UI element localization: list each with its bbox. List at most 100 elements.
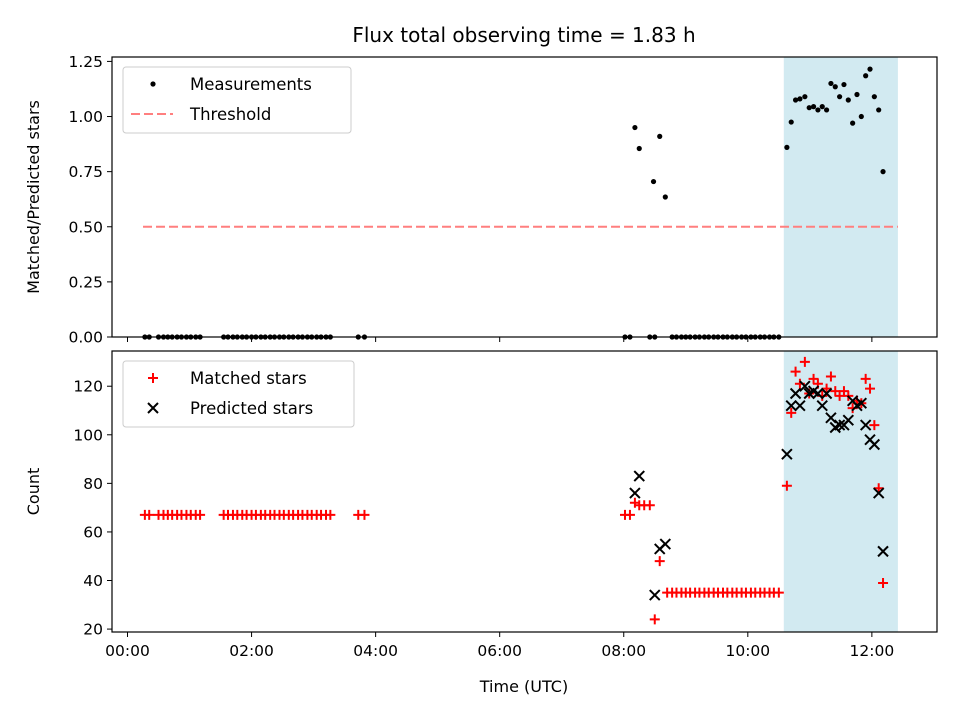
data-point [834, 390, 845, 401]
data-point [868, 438, 881, 451]
y-tick-label: 20 [83, 621, 103, 639]
y-tick-label: 100 [73, 426, 103, 444]
data-point [649, 614, 660, 625]
data-point [867, 66, 873, 72]
y-tick-label: 80 [83, 475, 103, 493]
data-point [863, 73, 869, 79]
y-tick-label: 0.00 [68, 329, 103, 347]
data-point [633, 470, 645, 482]
legend-label: Threshold [189, 105, 271, 124]
data-point [858, 113, 864, 120]
data-point [833, 419, 846, 431]
y-tick-label: 40 [83, 572, 103, 590]
data-point [821, 383, 832, 394]
data-point [784, 144, 790, 150]
data-point [788, 119, 794, 125]
data-point [855, 397, 868, 409]
data-point [808, 373, 819, 384]
data-point [872, 487, 885, 499]
data-point [794, 399, 806, 412]
data-point [636, 145, 642, 152]
y-tick-label: 120 [73, 378, 103, 396]
legend: Matched stars Predicted stars [122, 360, 355, 428]
top-panel: 0.00 0.25 0.50 0.75 1.00 1.25 Matched/Predicte… [24, 53, 938, 347]
data-point [792, 97, 799, 103]
y-axis-label: Count [24, 468, 43, 516]
data-point [854, 91, 860, 98]
data-point [195, 509, 206, 520]
x-axis-label: Time (UTC) [479, 677, 568, 696]
data-point [816, 399, 828, 412]
x-tick-label: 02:00 [229, 642, 274, 660]
data-point [812, 387, 824, 400]
legend-box [122, 360, 355, 428]
data-point [859, 419, 872, 431]
data-point [644, 500, 655, 511]
y-tick-label: 0.75 [68, 163, 103, 181]
legend-marker [150, 81, 156, 87]
x-tick-label: 06:00 [477, 642, 522, 660]
plot-frame [111, 350, 938, 633]
bottom-panel: 00:00 02:00 04:00 06:00 08:00 10:00 12:00 20 40 6… [24, 350, 938, 660]
data-point [815, 107, 821, 113]
data-point [837, 94, 843, 100]
data-point [817, 390, 828, 401]
data-point [657, 133, 663, 139]
data-point [773, 587, 784, 598]
data-point [820, 387, 833, 400]
data-point [325, 509, 336, 520]
data-point [799, 380, 811, 392]
data-point [880, 169, 886, 175]
legend-label: Predicted stars [190, 399, 313, 418]
data-point [781, 448, 793, 460]
data-point [828, 80, 834, 87]
data-point [845, 97, 851, 103]
x-tick-label: 12:00 [850, 642, 895, 660]
data-point [878, 577, 889, 588]
data-point [662, 194, 668, 200]
y-tick-label: 0.50 [68, 218, 103, 236]
data-point [806, 105, 812, 111]
legend-label: Matched stars [190, 369, 307, 388]
data-point [873, 483, 884, 494]
data-point [649, 589, 661, 601]
data-point [802, 94, 808, 100]
series-predicted-stars [629, 380, 889, 601]
y-tick-label: 1.25 [68, 53, 103, 71]
x-tick-label: 08:00 [601, 642, 646, 660]
data-point [799, 356, 810, 367]
y-tick-label: 0.25 [68, 273, 103, 291]
y-axis-label: Matched/Predicted stars [24, 100, 43, 294]
data-point [823, 107, 830, 113]
data-point [877, 545, 889, 558]
data-point [624, 509, 635, 520]
data-point [797, 96, 803, 102]
shaded-region [783, 57, 898, 337]
y-tick-label: 60 [83, 523, 103, 541]
data-point [832, 84, 838, 90]
data-point [876, 107, 882, 113]
data-point [865, 383, 876, 394]
x-tick-label: 10:00 [725, 642, 770, 660]
data-point [659, 538, 672, 550]
legend: Measurements Threshold [122, 66, 352, 134]
data-point [785, 399, 797, 412]
data-point [810, 104, 817, 110]
data-point [632, 124, 638, 131]
data-point [781, 480, 792, 491]
legend-box [122, 66, 352, 134]
data-point [359, 509, 370, 520]
chart-title: Flux total observing time = 1.83 h [352, 23, 695, 47]
data-point [830, 386, 841, 397]
data-point [825, 371, 836, 382]
x-tick-label: 00:00 [105, 642, 150, 660]
data-point [819, 104, 825, 110]
data-point [860, 373, 871, 384]
plot-frame [111, 56, 938, 338]
data-point [841, 81, 847, 88]
data-point [871, 94, 877, 100]
data-point [144, 509, 155, 520]
data-point [869, 420, 880, 431]
legend-label: Measurements [190, 75, 312, 94]
